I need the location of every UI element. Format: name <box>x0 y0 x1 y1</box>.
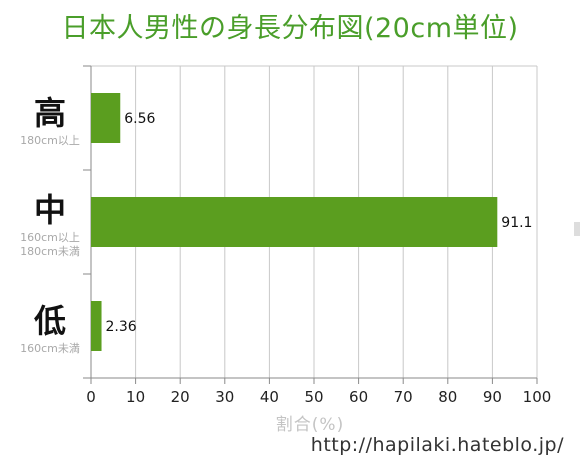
category-sublabel-0-0: 180cm以上 <box>20 134 80 147</box>
watermark-url: http://hapilaki.hateblo.jp/ <box>310 434 564 456</box>
bar-value-label-2: 2.36 <box>106 319 137 335</box>
bar-value-label-0: 6.56 <box>124 111 155 127</box>
x-tick-label-0: 0 <box>86 388 96 406</box>
bar-2 <box>91 301 102 351</box>
x-tick-label-7: 70 <box>394 388 413 406</box>
x-tick-label-3: 30 <box>215 388 234 406</box>
category-label-0: 高 <box>34 94 66 132</box>
category-sublabel-1-1: 180cm未満 <box>20 245 80 258</box>
x-tick-label-9: 90 <box>483 388 502 406</box>
x-tick-label-5: 50 <box>304 388 323 406</box>
category-label-2: 低 <box>34 302 66 340</box>
x-tick-label-4: 40 <box>260 388 279 406</box>
category-sublabel-2-0: 160cm未満 <box>20 342 80 355</box>
x-axis-title: 割合(%) <box>276 415 344 435</box>
edge-decoration <box>574 222 580 236</box>
x-tick-label-2: 20 <box>171 388 190 406</box>
bar-0 <box>91 93 121 143</box>
x-tick-label-10: 100 <box>523 388 552 406</box>
category-label-1: 中 <box>34 191 66 229</box>
chart-title: 日本人男性の身長分布図(20cm単位) <box>61 13 519 44</box>
category-sublabel-1-0: 160cm以上 <box>20 231 80 244</box>
x-tick-label-8: 80 <box>438 388 457 406</box>
x-tick-label-1: 10 <box>126 388 145 406</box>
x-tick-label-6: 60 <box>349 388 368 406</box>
bar-value-label-1: 91.1 <box>501 215 532 231</box>
bar-1 <box>91 197 498 247</box>
